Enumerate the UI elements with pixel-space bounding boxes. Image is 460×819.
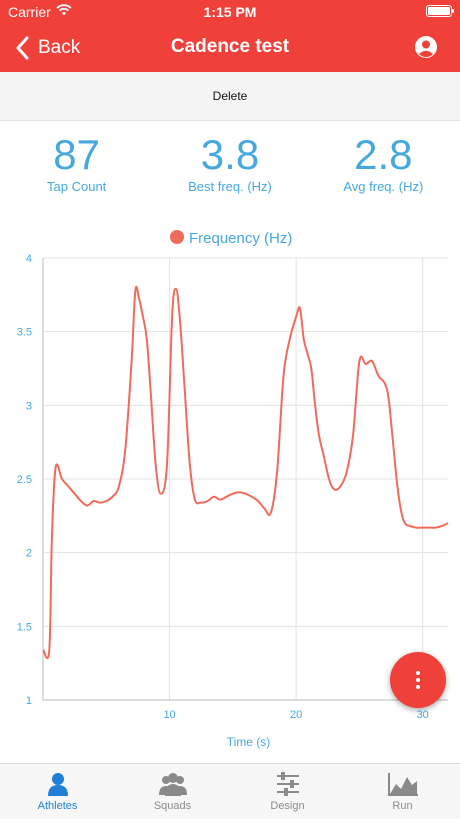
legend-label: Frequency (Hz)	[189, 230, 292, 247]
delete-button[interactable]: Delete	[212, 89, 248, 103]
back-button[interactable]: Back	[12, 32, 80, 64]
y-tick-label: 2	[26, 548, 32, 560]
group-icon	[158, 773, 187, 796]
person-icon	[47, 773, 68, 796]
y-tick-label: 1.5	[17, 621, 32, 633]
chart-svg: 1 1.5 2 2.5 3 3.5 4 10 20 30 Time (s) Frequency (Hz…	[17, 230, 449, 749]
legend-marker	[170, 230, 184, 244]
y-tick-label: 3.5	[17, 327, 32, 339]
status-bar: Carrier 1:15 PM	[0, 0, 460, 24]
battery-icon	[426, 5, 454, 17]
stat-value: 2.8	[354, 131, 413, 178]
chevron-left-icon	[16, 36, 29, 60]
profile-icon[interactable]	[414, 35, 438, 59]
tab-design[interactable]: Design	[230, 764, 345, 819]
clock: 1:15 PM	[203, 4, 257, 20]
stats-panel: 87 Tap Count 3.8 Best freq. (Hz) 2.8 Avg…	[0, 121, 460, 204]
action-bar: Delete	[0, 72, 460, 121]
sliders-icon	[276, 772, 299, 796]
x-tick-label: 20	[290, 709, 302, 721]
stat-label: Avg freq. (Hz)	[343, 179, 424, 194]
frequency-chart: 1 1.5 2 2.5 3 3.5 4 10 20 30 Time (s) Frequency (Hz…	[0, 203, 460, 763]
y-tick-label: 1	[26, 695, 32, 707]
tab-label: Squads	[153, 800, 192, 812]
stat-tap-count: 87 Tap Count	[0, 121, 153, 203]
tab-label: Design	[270, 800, 305, 812]
wifi-icon	[56, 4, 72, 16]
stat-value: 3.8	[200, 131, 260, 178]
back-label: Back	[38, 37, 81, 58]
tab-bar: Athletes Squads Design Run	[0, 763, 460, 819]
y-tick-label: 3	[26, 400, 32, 412]
series-line-frequency	[42, 285, 449, 660]
tab-athletes[interactable]: Athletes	[0, 764, 115, 819]
more-vertical-icon	[416, 671, 420, 692]
x-axis-label: Time (s)	[227, 735, 271, 749]
stat-best-frequency: 3.8 Best freq. (Hz)	[153, 121, 306, 203]
tab-label: Athletes	[37, 800, 78, 812]
chart-area-icon	[387, 773, 418, 796]
stat-label: Tap Count	[47, 179, 107, 194]
navigation-bar: Back Cadence test	[0, 24, 460, 72]
more-actions-button[interactable]	[390, 652, 446, 708]
carrier-label: Carrier	[8, 4, 51, 20]
stat-value: 87	[53, 131, 101, 178]
tab-squads[interactable]: Squads	[115, 764, 230, 819]
y-tick-label: 4	[26, 253, 32, 265]
x-tick-label: 30	[417, 709, 429, 721]
x-tick-label: 10	[163, 709, 175, 721]
stat-label: Best freq. (Hz)	[188, 179, 272, 194]
tab-run[interactable]: Run	[345, 764, 460, 819]
y-tick-label: 2.5	[17, 474, 32, 486]
tab-label: Run	[392, 800, 413, 812]
stat-average-frequency: 2.8 Avg freq. (Hz)	[307, 121, 460, 203]
